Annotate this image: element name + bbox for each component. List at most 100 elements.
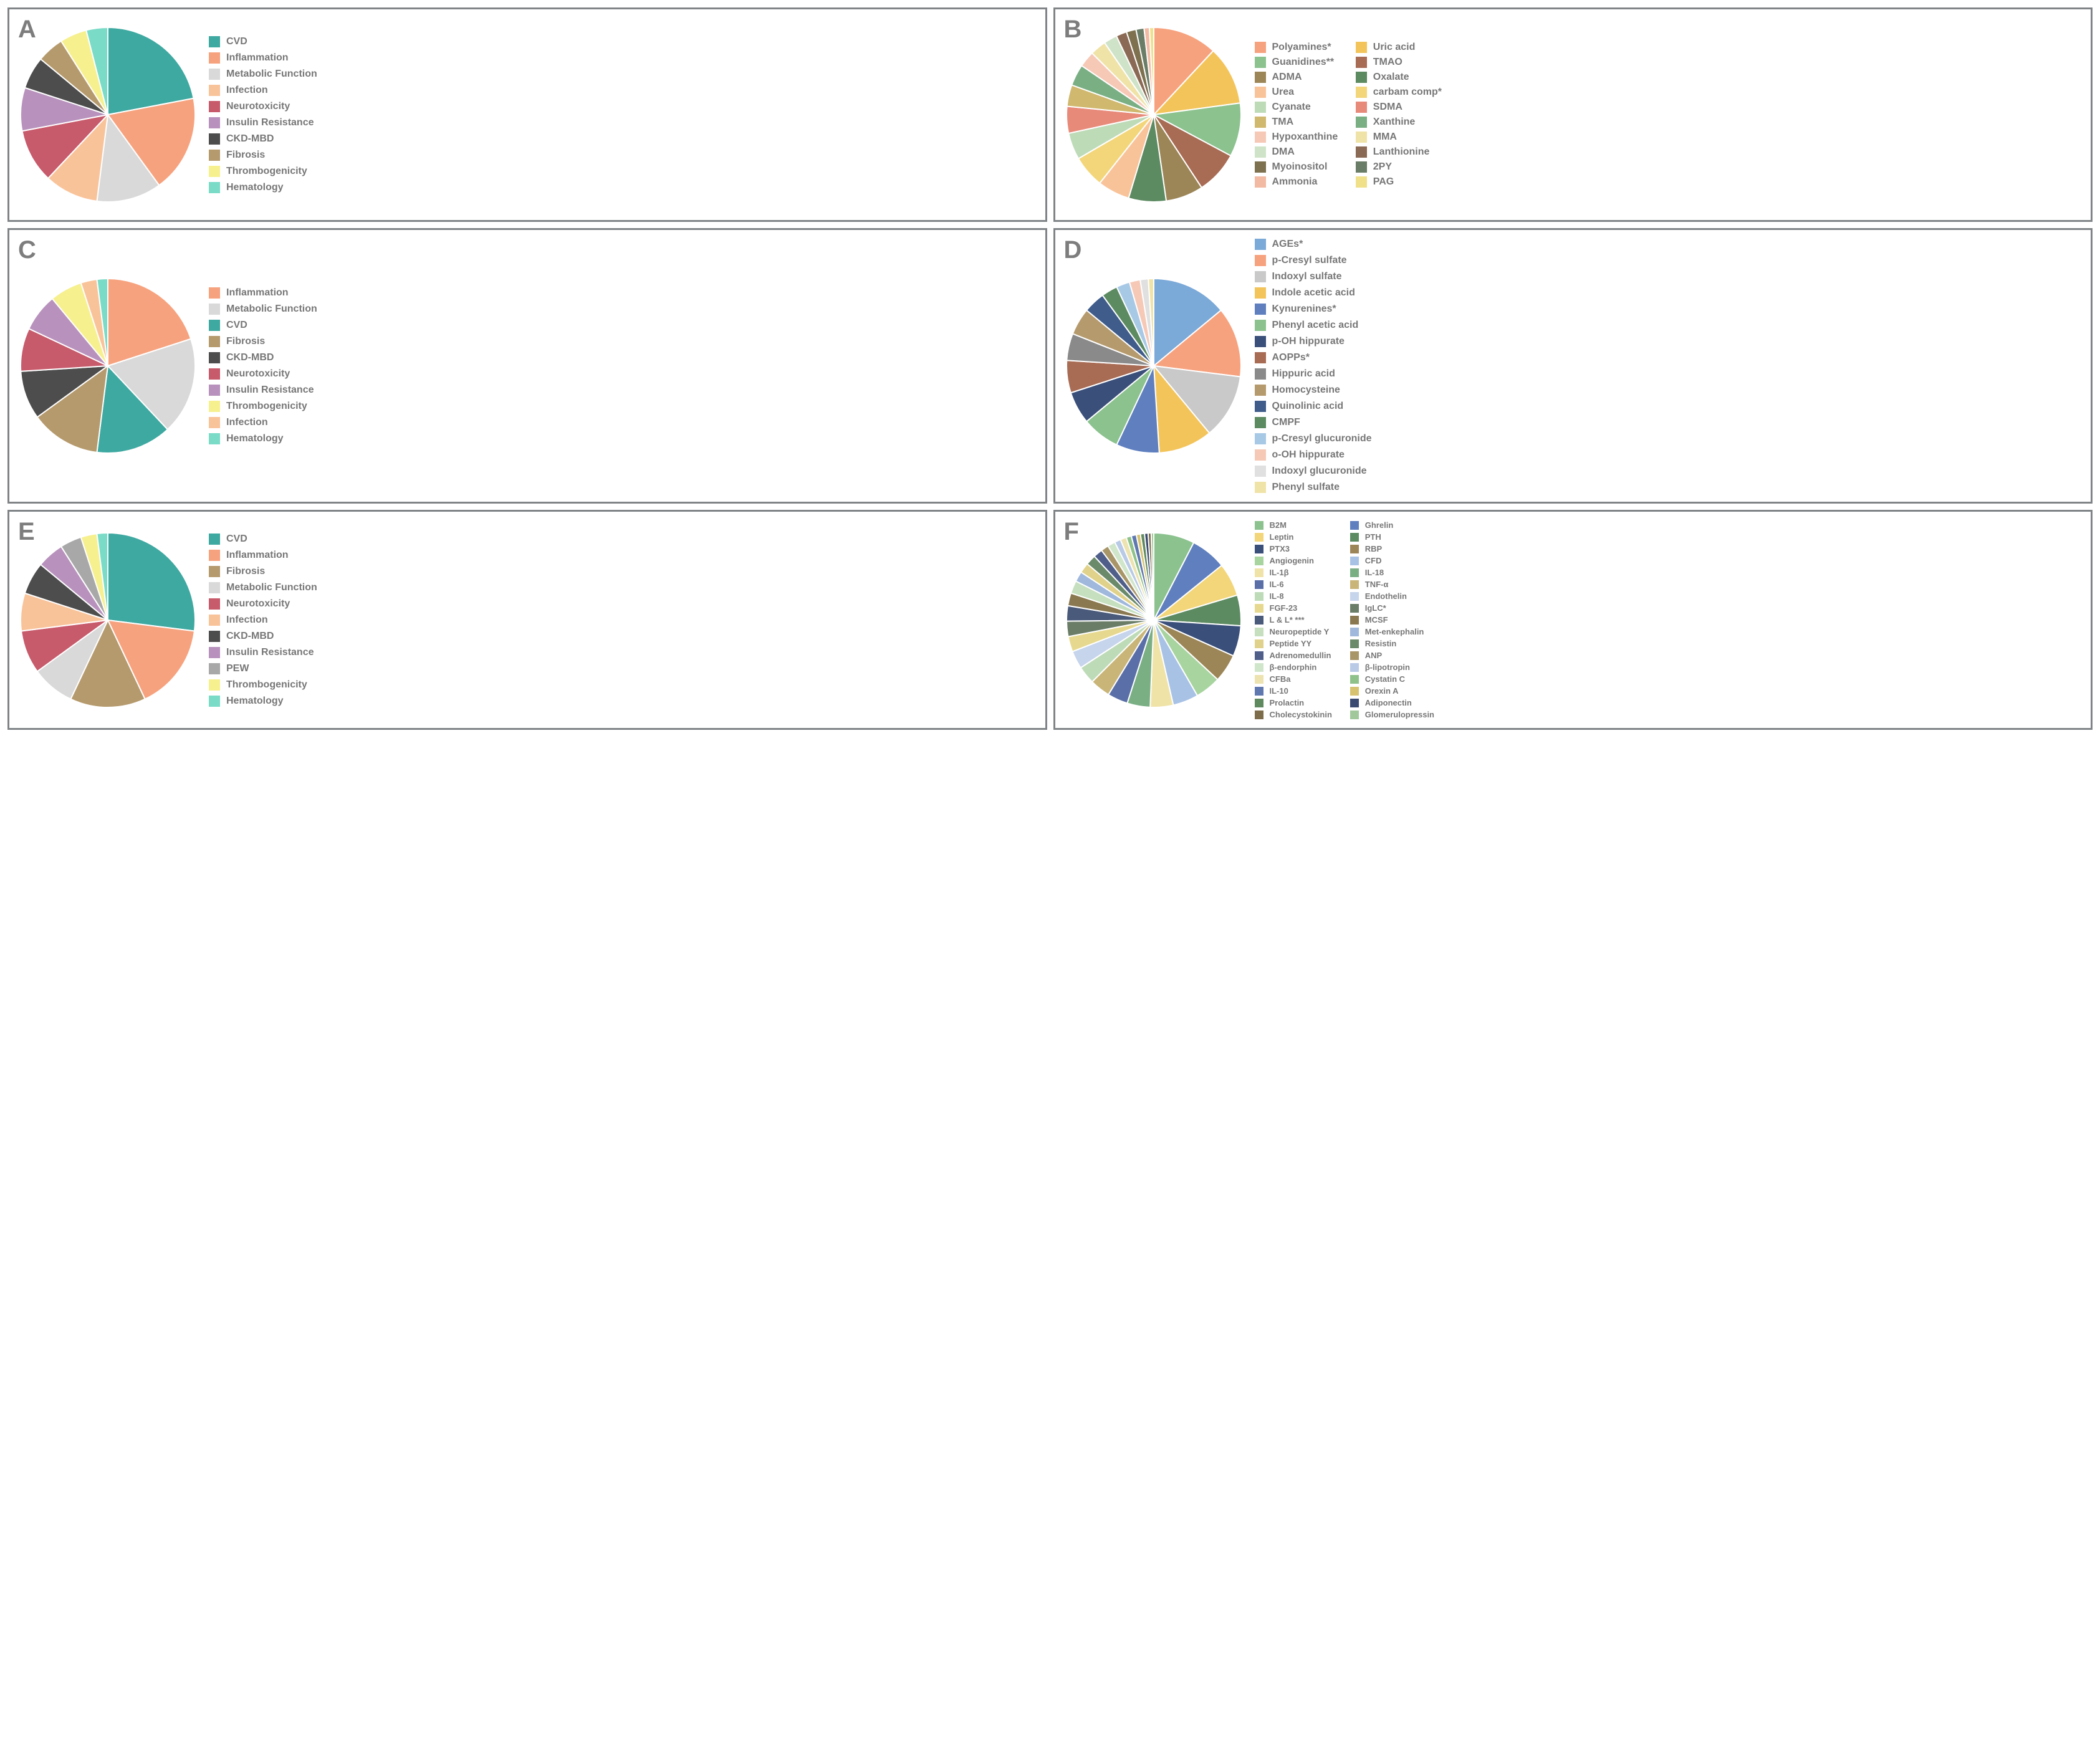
legend-swatch — [209, 69, 220, 80]
legend-swatch — [1350, 580, 1359, 589]
legend-label: Lanthionine — [1373, 146, 1430, 158]
legend-label: Adiponectin — [1365, 698, 1412, 707]
legend-item: CFBa — [1255, 674, 1339, 684]
legend-label: CKD-MBD — [226, 133, 274, 145]
legend-swatch — [1255, 368, 1266, 380]
legend-label: CKD-MBD — [226, 352, 274, 363]
legend-label: CFBa — [1270, 674, 1291, 684]
legend-label: TNF-α — [1365, 580, 1389, 589]
legend-label: Peptide YY — [1270, 639, 1312, 648]
legend-item: ANP — [1350, 651, 1434, 660]
legend-item: IL-8 — [1255, 591, 1339, 601]
legend-item: p-Cresyl glucuronide — [1255, 433, 1372, 444]
legend-item: Xanthine — [1356, 117, 1442, 128]
legend-item: carbam comp* — [1356, 87, 1442, 98]
legend-item: Fibrosis — [209, 150, 317, 161]
legend-swatch — [209, 663, 220, 674]
legend-label: Polyamines* — [1272, 42, 1331, 53]
legend-label: Thrombogenicity — [226, 401, 307, 412]
legend-item: Insulin Resistance — [209, 385, 317, 396]
legend-item: Inflammation — [209, 287, 317, 299]
legend-item: Hippuric acid — [1255, 368, 1372, 380]
legend-label: Endothelin — [1365, 591, 1407, 601]
legend-label: Insulin Resistance — [226, 117, 314, 128]
legend-item: IL-1β — [1255, 568, 1339, 577]
legend-item: Peptide YY — [1255, 639, 1339, 648]
legend-label: Orexin A — [1365, 686, 1399, 696]
legend-swatch — [1255, 336, 1266, 347]
legend-label: ANP — [1365, 651, 1382, 660]
legend-swatch — [209, 150, 220, 161]
legend-item: Polyamines* — [1255, 42, 1341, 53]
legend-label: PAG — [1373, 176, 1394, 188]
legend-item: L & L* *** — [1255, 615, 1339, 625]
pie-chart — [1064, 25, 1244, 204]
legend-label: DMA — [1272, 146, 1295, 158]
legend-item: Adrenomedullin — [1255, 651, 1339, 660]
legend-label: Inflammation — [226, 550, 289, 561]
legend-swatch — [209, 320, 220, 331]
legend-swatch — [1255, 639, 1263, 648]
legend-label: Infection — [226, 615, 268, 626]
legend-item: Prolactin — [1255, 698, 1339, 707]
legend-label: Uric acid — [1373, 42, 1416, 53]
legend-label: CVD — [226, 534, 247, 545]
legend-label: L & L* *** — [1270, 615, 1305, 625]
legend-swatch — [1350, 545, 1359, 553]
legend-label: RBP — [1365, 544, 1382, 553]
legend-item: Hematology — [209, 433, 317, 444]
legend-swatch — [209, 166, 220, 177]
legend-label: Neurotoxicity — [226, 368, 290, 380]
legend-swatch — [1356, 161, 1367, 173]
legend-label: Myoinositol — [1272, 161, 1328, 173]
panel-b: BPolyamines*Uric acidGuanidines**TMAOADM… — [1053, 7, 2093, 222]
legend-swatch — [209, 647, 220, 658]
legend-swatch — [1255, 628, 1263, 636]
legend-swatch — [1350, 639, 1359, 648]
legend-item: RBP — [1350, 544, 1434, 553]
legend-swatch — [209, 566, 220, 577]
legend-item: Endothelin — [1350, 591, 1434, 601]
legend-item: Inflammation — [209, 550, 317, 561]
legend: AGEs*p-Cresyl sulfateIndoxyl sulfateIndo… — [1255, 239, 1372, 493]
legend-label: Adrenomedullin — [1270, 651, 1331, 660]
legend-label: Quinolinic acid — [1272, 401, 1344, 412]
legend-label: Ammonia — [1272, 176, 1318, 188]
legend-label: MCSF — [1365, 615, 1388, 625]
legend-swatch — [1350, 628, 1359, 636]
legend-label: o-OH hippurate — [1272, 449, 1345, 461]
panel-d: DAGEs*p-Cresyl sulfateIndoxyl sulfateInd… — [1053, 228, 2093, 504]
legend-label: Hippuric acid — [1272, 368, 1335, 380]
legend-swatch — [1255, 699, 1263, 707]
legend-item: Fibrosis — [209, 566, 317, 577]
pie-slice — [108, 533, 195, 631]
legend-label: FGF-23 — [1270, 603, 1298, 613]
legend-swatch — [1255, 616, 1263, 625]
legend-item: AGEs* — [1255, 239, 1372, 250]
legend-item: Inflammation — [209, 52, 317, 64]
legend: CVDInflammationMetabolic FunctionInfecti… — [209, 36, 317, 193]
panel-label: F — [1064, 518, 1079, 546]
legend-label: Phenyl acetic acid — [1272, 320, 1359, 331]
legend-item: FGF-23 — [1255, 603, 1339, 613]
legend-swatch — [1350, 533, 1359, 542]
legend-swatch — [1350, 557, 1359, 565]
legend-label: carbam comp* — [1373, 87, 1442, 98]
legend-label: CVD — [226, 320, 247, 331]
legend-item: o-OH hippurate — [1255, 449, 1372, 461]
legend-label: Fibrosis — [226, 150, 265, 161]
legend-label: β-lipotropin — [1365, 663, 1410, 672]
legend-label: Hematology — [226, 182, 284, 193]
legend-item: TNF-α — [1350, 580, 1434, 589]
legend-label: Xanthine — [1373, 117, 1416, 128]
legend-item: Metabolic Function — [209, 582, 317, 593]
panel-label: A — [18, 16, 36, 44]
legend-label: Glomerulopressin — [1365, 710, 1434, 719]
legend-item: Uric acid — [1356, 42, 1442, 53]
legend-item: Infection — [209, 417, 317, 428]
legend-item: AOPPs* — [1255, 352, 1372, 363]
panel-label: B — [1064, 16, 1082, 44]
legend-item: Thrombogenicity — [209, 401, 317, 412]
legend-swatch — [1350, 616, 1359, 625]
legend-swatch — [1255, 557, 1263, 565]
